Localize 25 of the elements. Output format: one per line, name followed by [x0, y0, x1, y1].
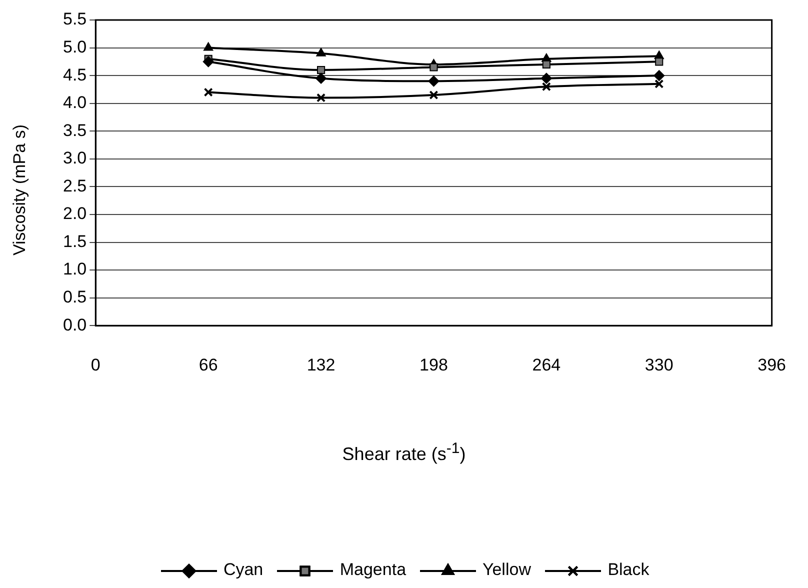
y-axis-title: Viscosity (mPa s) [10, 124, 30, 258]
y-tick-label: 0.0 [62, 315, 87, 334]
legend-label: Magenta [338, 560, 406, 579]
y-tick-label: 3.0 [62, 148, 87, 168]
x-tick-label: 66 [198, 355, 218, 374]
y-tick-label: 2.5 [62, 176, 87, 196]
y-tick-label: 4.0 [62, 93, 87, 112]
x-tick-label: 330 [644, 355, 674, 374]
x-axis-title: Shear rate (s$^{-1}$) [341, 440, 467, 465]
y-tick-label: 4.5 [62, 65, 87, 84]
legend-label: Yellow [481, 560, 531, 579]
y-tick-label: 5.0 [62, 37, 87, 56]
legend-label: Cyan [222, 560, 264, 579]
x-tick-label: 396 [758, 355, 786, 374]
x-tick-label: 0 [90, 355, 100, 374]
x-tick-label: 198 [420, 355, 448, 374]
y-tick-label: 3.5 [62, 120, 87, 140]
x-tick-label: 264 [532, 355, 561, 374]
y-tick-label: 2.0 [62, 204, 87, 224]
y-tick-label: 0.5 [62, 288, 87, 307]
y-tick-label: 5.5 [62, 10, 87, 29]
y-tick-label: 1.0 [62, 260, 87, 279]
legend-label: Black [606, 560, 650, 579]
y-tick-label: 1.5 [62, 232, 87, 251]
x-tick-label: 132 [306, 355, 336, 374]
